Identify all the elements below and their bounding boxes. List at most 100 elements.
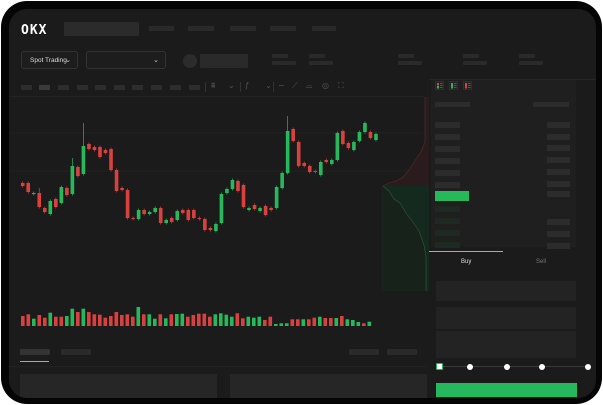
line-tool-icon[interactable]: ∼ — [278, 81, 285, 90]
ask-row[interactable] — [435, 146, 460, 152]
filter-button[interactable] — [349, 349, 379, 355]
candle-body — [76, 167, 80, 176]
ask-row[interactable] — [435, 182, 460, 188]
chevron-down-icon[interactable]: ⌄ — [228, 81, 235, 90]
volume-bar — [230, 316, 234, 326]
interval-button-active[interactable] — [39, 85, 50, 90]
bid-row[interactable] — [435, 242, 460, 248]
interval-button[interactable] — [132, 85, 143, 90]
bid-row[interactable] — [435, 230, 460, 236]
nav-item[interactable] — [270, 26, 296, 31]
total-input[interactable] — [436, 331, 576, 358]
interval-button[interactable] — [21, 85, 32, 90]
ask-row-amount — [547, 122, 570, 128]
candle-body — [92, 147, 97, 150]
tab-order-history[interactable] — [61, 349, 91, 355]
amount-input[interactable] — [436, 307, 576, 329]
volume-bar — [323, 318, 328, 326]
candle-body — [230, 180, 235, 189]
volume-bar — [147, 314, 152, 326]
interval-button[interactable] — [58, 85, 69, 90]
candle-body — [136, 210, 141, 219]
candle-body — [142, 210, 146, 214]
percent-slider-handle[interactable] — [436, 363, 443, 370]
chevron-down-icon[interactable]: ⌄ — [265, 81, 272, 90]
last-price-highlight — [435, 191, 469, 201]
candle-body — [103, 150, 108, 153]
orderbook-view-toggles[interactable] — [435, 81, 480, 91]
spot-trading-dropdown[interactable]: Spot Trading ⌄ — [21, 51, 78, 69]
fullscreen-icon[interactable]: ⛶ — [338, 81, 344, 90]
volume-bar — [131, 316, 135, 326]
sell-tab[interactable]: Sell — [536, 259, 547, 265]
filter-button[interactable] — [387, 349, 417, 355]
bid-row-amount — [547, 231, 570, 237]
magnet-icon[interactable]: ⌓ — [306, 81, 313, 90]
volume-bar — [296, 319, 300, 326]
candle-body — [114, 170, 119, 191]
price-input[interactable] — [436, 281, 576, 301]
candle-type-icon[interactable]: ⩩ — [211, 81, 216, 90]
candle-body — [352, 142, 356, 150]
volume-bar — [65, 316, 69, 326]
volume-bar — [114, 312, 119, 326]
volume-bar — [59, 316, 64, 326]
slider-step-25[interactable] — [467, 364, 473, 370]
volume-bar — [87, 312, 91, 326]
interval-button[interactable] — [95, 85, 106, 90]
pair-selector-dropdown[interactable]: ⌄ — [86, 51, 166, 69]
percent-slider-track[interactable] — [439, 366, 591, 367]
volume-bar — [21, 316, 25, 326]
chevron-down-icon: ⌄ — [65, 57, 71, 64]
chevron-down-icon: ⌄ — [153, 57, 159, 64]
volume-bar — [180, 313, 185, 326]
candle-body — [335, 133, 340, 160]
candle-body — [236, 181, 240, 191]
interval-button[interactable] — [151, 85, 162, 90]
volume-bar — [48, 312, 53, 326]
slider-step-100[interactable] — [585, 364, 591, 370]
candle-body — [258, 208, 262, 211]
indicator-icon[interactable]: ƒ — [245, 81, 250, 90]
buy-tab[interactable]: Buy — [461, 259, 472, 265]
settings-icon[interactable]: ◎ — [322, 81, 329, 90]
candle-body — [109, 149, 113, 170]
ask-row[interactable] — [435, 158, 460, 164]
volume-bar — [301, 319, 306, 326]
bid-row[interactable] — [435, 218, 460, 224]
candle-body — [368, 132, 373, 138]
nav-item[interactable] — [312, 26, 336, 31]
slider-step-50[interactable] — [504, 364, 510, 370]
volume-bar — [202, 313, 207, 326]
interval-button[interactable] — [114, 85, 125, 90]
interval-button[interactable] — [189, 85, 200, 90]
nav-item[interactable] — [230, 26, 256, 31]
nav-item[interactable] — [149, 26, 174, 31]
candle-body — [37, 193, 42, 207]
ask-row[interactable] — [435, 122, 460, 128]
okx-logo[interactable]: OKX — [21, 23, 48, 38]
ask-row[interactable] — [435, 134, 460, 140]
slider-step-75[interactable] — [539, 364, 545, 370]
buy-button[interactable] — [436, 383, 577, 397]
bid-row[interactable] — [435, 206, 460, 212]
nav-item[interactable] — [188, 26, 214, 31]
candle-body — [131, 218, 135, 219]
ask-row-amount — [547, 181, 570, 187]
ask-row[interactable] — [435, 170, 460, 176]
stat-value — [272, 61, 296, 65]
candle-body — [252, 205, 257, 209]
candle-body — [313, 171, 318, 172]
depth-bids-area — [383, 186, 429, 291]
ruler-icon[interactable]: ⟋ — [292, 81, 298, 90]
volume-bar — [334, 318, 339, 326]
candle-body — [98, 147, 102, 157]
tab-open-orders[interactable] — [20, 349, 50, 355]
candle-body — [81, 146, 86, 174]
interval-button[interactable] — [170, 85, 181, 90]
search-placeholder[interactable] — [64, 22, 139, 36]
volume-bar — [312, 317, 317, 326]
candlestick-chart[interactable] — [9, 9, 429, 339]
interval-button[interactable] — [77, 85, 88, 90]
